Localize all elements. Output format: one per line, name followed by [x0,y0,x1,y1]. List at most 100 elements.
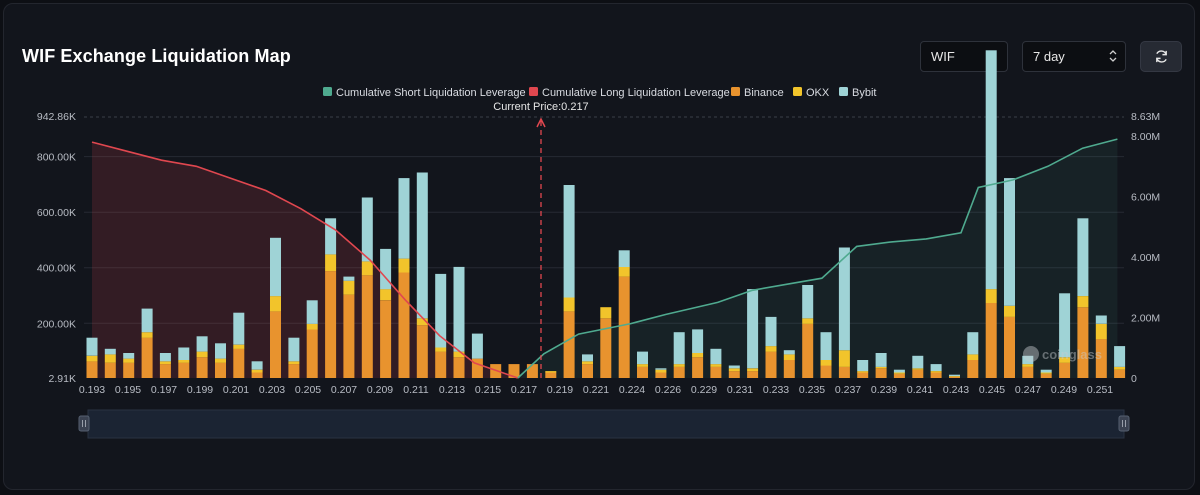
bar-okx [1077,296,1089,308]
bar-okx [1059,357,1071,363]
bar-binance [1077,307,1089,378]
y-right-max-label: 8.63M [1131,111,1160,123]
bar-bybit [875,353,887,367]
bar-okx [545,371,557,373]
bar-bybit [178,347,190,360]
bar-binance [215,362,226,378]
bar-okx [288,361,300,365]
cumulative-lines [91,138,1118,379]
bar-binance [802,323,814,378]
slider-handle-right [1118,415,1130,432]
bar-binance [1022,366,1034,378]
bar-bybit [380,248,392,290]
bar-okx [967,354,979,360]
legend-label: Binance [744,87,784,99]
slider-track [87,409,1125,439]
bar-okx [1004,305,1015,317]
bar-bybit [215,343,226,359]
bar-okx [563,297,575,312]
bar-okx [618,266,630,277]
bar-binance [526,364,538,378]
watermark-text: coinglass [1042,347,1102,362]
bar-okx [1114,366,1126,370]
bar-okx [141,332,153,338]
x-tick-label: 0.221 [583,384,609,396]
range-slider[interactable] [78,409,1130,439]
bar-binance [637,366,648,378]
bar-bybit [710,348,722,365]
bar-binance [857,372,869,378]
x-tick-label: 0.241 [907,384,933,396]
bar-bybit [582,354,593,362]
watermark: coinglass [1023,346,1102,362]
bar-okx [1095,323,1107,340]
bar-okx [710,364,722,367]
coinglass-logo-icon [1023,346,1039,362]
bar-bybit [123,353,135,359]
bar-okx [820,360,832,366]
bar-binance [233,348,245,378]
bar-okx [783,354,795,360]
bar-binance [912,369,924,378]
x-tick-label: 0.199 [187,384,213,396]
refresh-button[interactable] [1140,41,1182,72]
bar-okx [1022,364,1034,367]
x-tick-label: 0.211 [403,384,429,396]
bar-binance [949,376,960,378]
range-select-value: 7 day [1033,49,1065,64]
bar-okx [104,354,116,363]
bar-binance [343,294,355,378]
bar-binance [545,372,557,378]
bar-bybit [453,266,465,352]
y-left-tick-label: 400.00K [37,263,76,275]
bar-okx [251,369,263,373]
x-tick-label: 0.207 [331,384,357,396]
range-select[interactable]: 7 day [1022,41,1126,72]
y-right-tick-label: 8.00M [1131,131,1160,143]
x-tick-label: 0.215 [475,384,501,396]
bar-binance [692,357,704,378]
bar-binance [306,329,318,378]
bar-okx [728,368,740,372]
x-tick-label: 0.203 [259,384,285,396]
bar-bybit [1059,293,1071,358]
bar-binance [1059,362,1071,378]
bar-bybit [1022,355,1034,365]
x-tick-label: 0.195 [115,384,141,396]
bar-bybit [86,337,98,356]
bar-okx [912,368,924,370]
bar-binance [123,362,135,378]
x-tick-label: 0.201 [223,384,249,396]
x-tick-label: 0.219 [547,384,573,396]
bar-okx [343,280,355,295]
x-tick-label: 0.229 [691,384,717,396]
bar-binance [325,271,337,378]
bar-okx [361,261,373,276]
bar-okx [949,376,960,377]
bar-bybit [1114,346,1126,367]
bar-bybit [104,348,116,355]
x-tick-label: 0.245 [979,384,1005,396]
bar-bybit [416,172,428,319]
bar-binance [967,360,979,378]
bar-binance [361,275,373,378]
bar-bybit [820,332,832,360]
legend-label: Cumulative Short Liquidation Leverage [336,87,526,99]
x-tick-label: 0.226 [655,384,681,396]
x-tick-label: 0.231 [727,384,753,396]
bar-okx [692,353,704,358]
bar-bybit [343,276,355,281]
cumulative-areas [92,139,1118,378]
bar-bybit [655,368,667,370]
slider-handle-left [78,415,90,432]
bar-okx [233,344,245,349]
bar-binance [820,365,832,378]
bar-okx [802,318,814,324]
long-area [92,142,518,378]
y-left-max-label: 942.86K [37,111,76,123]
x-tick-label: 0.237 [835,384,861,396]
x-tick-label: 0.205 [295,384,321,396]
bars-group [86,50,1126,378]
bar-okx [398,258,410,273]
bar-binance [270,311,281,378]
